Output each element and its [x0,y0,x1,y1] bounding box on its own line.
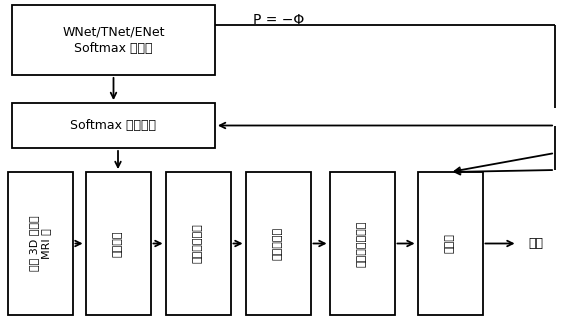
Bar [329,172,394,315]
Text: 加入一元势函数: 加入一元势函数 [357,220,367,267]
Text: 数据传输: 数据传输 [113,230,123,257]
Bar [166,172,230,315]
Bar [12,5,215,75]
Text: 归一化: 归一化 [445,234,455,253]
Text: P = −Φ: P = −Φ [253,13,304,27]
Bar [418,172,482,315]
Bar [245,172,311,315]
Bar [12,103,215,148]
Text: 输入 3D 脑肿瘤
MRI 图: 输入 3D 脑肿瘤 MRI 图 [29,216,51,271]
Text: Softmax 层归一化: Softmax 层归一化 [70,119,156,132]
Text: WNet/TNet/ENet
Softmax 层输出: WNet/TNet/ENet Softmax 层输出 [62,25,165,54]
Text: 兼容性更新: 兼容性更新 [273,227,283,260]
Bar [85,172,151,315]
Text: 输出: 输出 [528,237,543,250]
Text: 加权滤波输出: 加权滤波输出 [193,224,203,263]
Bar [7,172,73,315]
